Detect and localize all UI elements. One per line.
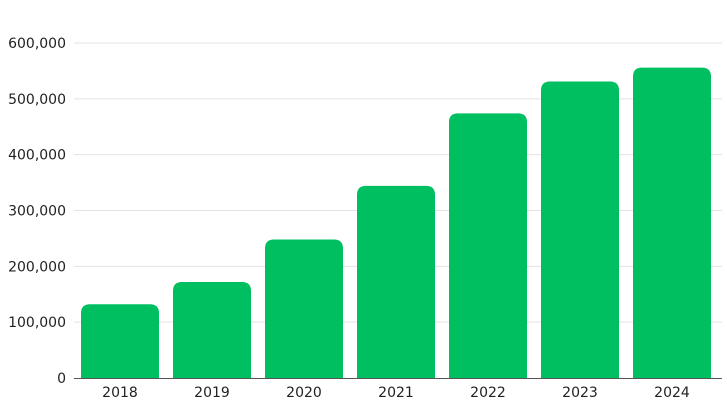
x-tick-label-2024: 2024 [654, 385, 690, 401]
x-tick-label-2023: 2023 [562, 385, 598, 401]
y-tick-label: 300,000 [8, 204, 66, 220]
y-tick-label: 500,000 [8, 92, 66, 108]
y-tick-label: 200,000 [8, 259, 66, 275]
y-tick-label: 600,000 [8, 36, 66, 52]
y-axis-tick-labels: 0 100,000 200,000 300,000 400,000 500,000 600,… [8, 36, 66, 387]
x-tick-label-2022: 2022 [470, 385, 506, 401]
x-tick-label-2021: 2021 [378, 385, 414, 401]
bar-2023 [541, 81, 619, 379]
bar-2022 [449, 113, 527, 378]
x-tick-label-2020: 2020 [286, 385, 322, 401]
bar-2019 [173, 281, 251, 378]
x-tick-label-2018: 2018 [102, 385, 138, 401]
x-tick-label-2019: 2019 [194, 385, 230, 401]
bars [81, 67, 711, 379]
x-axis-tick-labels: 2018 2019 2020 2021 2022 2023 2024 [102, 385, 690, 401]
bar-2020 [265, 239, 343, 378]
y-tick-label: 0 [57, 371, 66, 387]
bar-2024 [633, 67, 711, 379]
y-tick-label: 100,000 [8, 315, 66, 331]
y-tick-label: 400,000 [8, 148, 66, 164]
bar-2018 [81, 304, 159, 378]
bar-2021 [357, 185, 435, 378]
